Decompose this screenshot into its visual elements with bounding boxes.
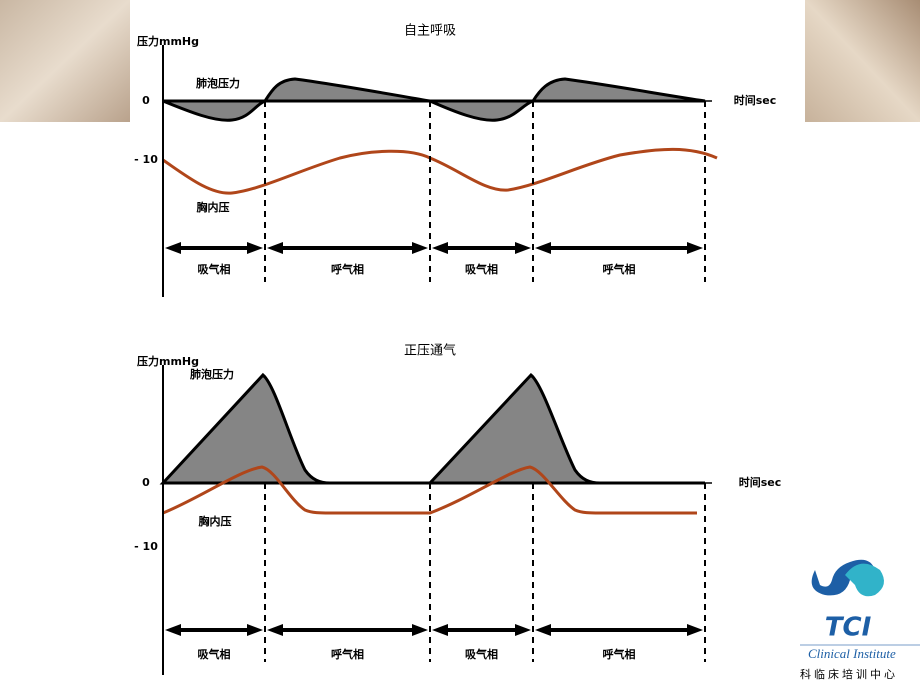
minus-label: - 10 — [134, 540, 158, 553]
phase-label: 呼气相 — [331, 647, 364, 661]
photo-left — [0, 0, 130, 122]
alveolar-label: 肺泡压力 — [190, 367, 234, 381]
minus-label: - 10 — [134, 153, 158, 166]
panel-title: 自主呼吸 — [404, 24, 456, 39]
x-axis-label: 时间sec — [739, 475, 782, 489]
arrow-head — [687, 624, 703, 636]
phase-label: 吸气相 — [198, 262, 231, 276]
zero-label: 0 — [142, 94, 150, 107]
arrow-head — [412, 242, 428, 254]
phase-label: 呼气相 — [603, 262, 636, 276]
logo-name-cn: 科临床培训中心 — [800, 667, 898, 681]
alveolar-pressure-area — [159, 372, 705, 485]
arrow-head — [412, 624, 428, 636]
logo: TCI Clinical Institute 科临床培训中心 — [800, 559, 920, 681]
arrow-head — [165, 624, 181, 636]
arrow-head — [165, 242, 181, 254]
logo-mark: TCI — [825, 613, 872, 643]
x-axis-label: 时间sec — [734, 93, 777, 107]
photo-right — [805, 0, 920, 122]
y-axis-label: 压力mmHg — [137, 354, 199, 368]
phase-label: 吸气相 — [465, 262, 498, 276]
pleural-label: 胸内压 — [197, 200, 230, 214]
arrow-head — [247, 624, 263, 636]
arrow-head — [515, 624, 531, 636]
arrow-head — [432, 624, 448, 636]
panel-title: 正压通气 — [404, 343, 456, 359]
arrow-head — [267, 624, 283, 636]
logo-shape — [811, 559, 875, 596]
phase-label: 呼气相 — [331, 262, 364, 276]
phase-label: 吸气相 — [465, 647, 498, 661]
alveolar-label: 肺泡压力 — [196, 76, 240, 90]
arrow-head — [515, 242, 531, 254]
arrow-head — [687, 242, 703, 254]
arrow-head — [535, 242, 551, 254]
logo-name: Clinical Institute — [808, 646, 896, 661]
phase-label: 呼气相 — [603, 647, 636, 661]
phase-label: 吸气相 — [198, 647, 231, 661]
pleural-pressure-curve — [162, 465, 697, 515]
y-axis-label: 压力mmHg — [137, 34, 199, 48]
logo-shape — [845, 563, 884, 597]
arrow-head — [535, 624, 551, 636]
arrow-head — [247, 242, 263, 254]
zero-label: 0 — [142, 476, 150, 489]
arrow-head — [267, 242, 283, 254]
arrow-head — [432, 242, 448, 254]
pleural-label: 胸内压 — [199, 514, 232, 528]
